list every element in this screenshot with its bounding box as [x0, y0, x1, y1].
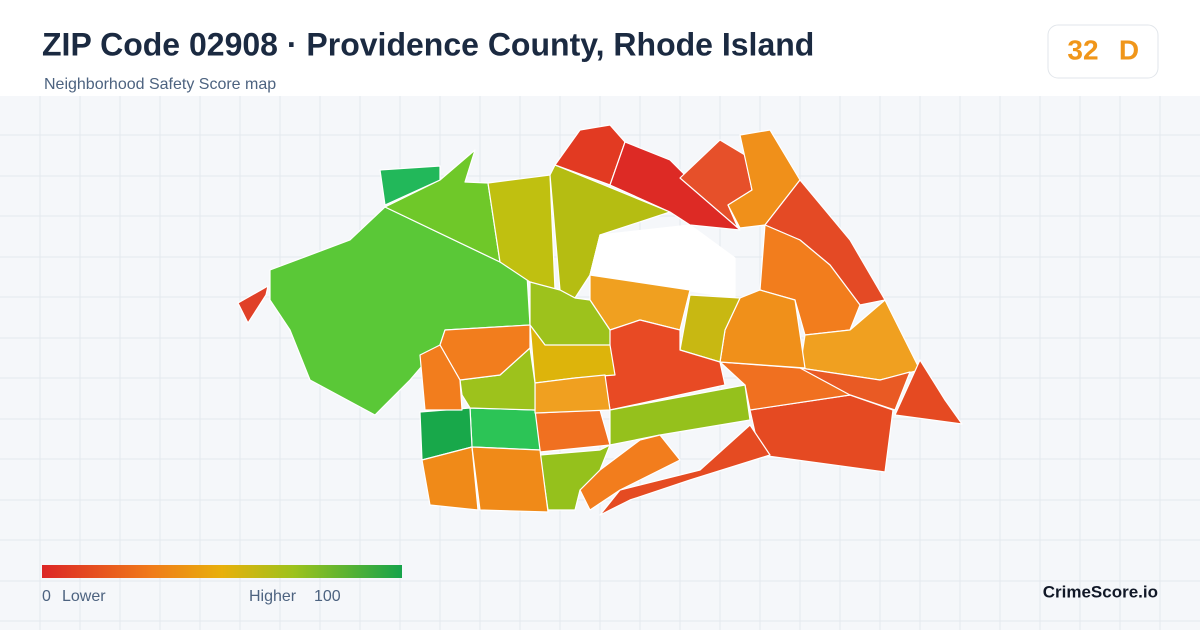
neighborhood — [539, 444, 611, 511]
neighborhood — [727, 129, 801, 229]
legend-min-label: Lower — [62, 588, 106, 605]
neighborhood — [609, 384, 751, 446]
neighborhood — [419, 344, 463, 411]
title: ZIP Code 02908 · Providence County, Rhod… — [42, 26, 814, 62]
neighborhood — [894, 359, 963, 425]
neighborhood — [589, 224, 736, 299]
neighborhood — [469, 407, 541, 451]
neighborhood — [421, 446, 479, 511]
neighborhood — [599, 424, 771, 516]
neighborhood — [554, 124, 626, 186]
subtitle: Neighborhood Safety Score map — [44, 76, 276, 93]
neighborhood — [237, 285, 269, 324]
neighborhood — [534, 409, 611, 453]
header-band — [0, 0, 1200, 96]
legend-max-label: Higher — [249, 588, 297, 605]
legend-scale — [42, 565, 402, 578]
neighborhood — [579, 434, 681, 511]
neighborhood — [471, 446, 549, 513]
neighborhood — [379, 165, 441, 206]
score-value: 32 — [1067, 34, 1098, 65]
brand: CrimeScore.io — [1043, 582, 1158, 601]
score-grade: D — [1119, 34, 1139, 65]
neighborhood — [679, 294, 741, 363]
score-badge — [1047, 24, 1159, 79]
neighborhoods — [237, 124, 963, 516]
legend-max: 100 — [314, 588, 341, 605]
legend-min: 0 — [42, 588, 51, 605]
